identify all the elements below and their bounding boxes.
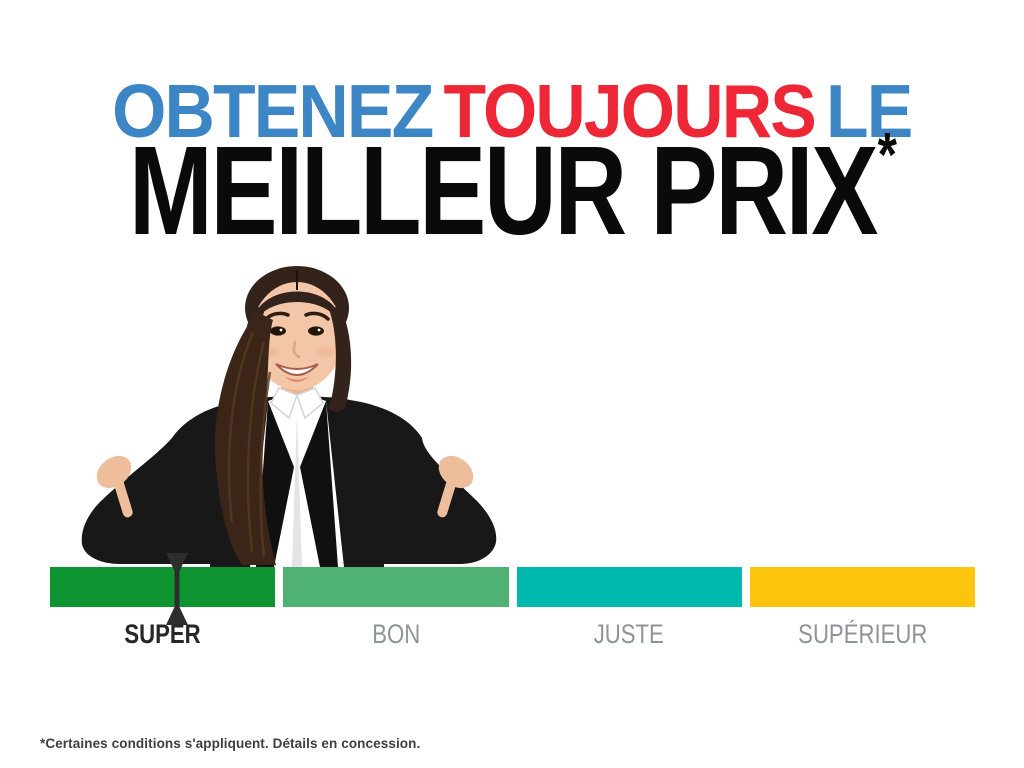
scale-segment-bon — [283, 567, 509, 607]
headline-line2: MEILLEUR PRIX* — [0, 121, 1024, 254]
headline-line1: OBTENEZ TOUJOURS LE — [0, 74, 1024, 149]
nose — [292, 340, 301, 359]
scale-segment-juste — [516, 567, 742, 607]
scale-label-super: SUPER — [124, 619, 201, 649]
collar-left — [270, 387, 298, 420]
presenter-image — [81, 266, 497, 567]
finger-left — [113, 476, 133, 518]
headline-word-le: LE — [826, 69, 913, 153]
eyebrow-right — [304, 311, 330, 321]
scale-label-bon: BON — [371, 619, 420, 649]
eye-left — [270, 326, 286, 336]
hairline — [251, 291, 343, 332]
scale-segment-superieur — [749, 567, 975, 607]
scale-label-juste: JUSTE — [594, 619, 665, 649]
footnote-asterisk: * — [877, 121, 897, 190]
eye-right — [308, 326, 324, 336]
price-scale-labels: SUPER BON JUSTE SUPÉRIEUR — [50, 619, 975, 650]
price-scale-bar — [50, 567, 975, 607]
ponytail-strands — [227, 331, 272, 558]
headline-word-obtenez: OBTENEZ — [112, 69, 434, 153]
disclaimer-text: *Certaines conditions s'appliquent. Déta… — [40, 736, 421, 751]
smile — [275, 363, 319, 376]
collar-right — [296, 387, 324, 420]
blush-right — [316, 347, 334, 357]
finger-right — [437, 476, 457, 518]
eye-glint-right — [317, 328, 321, 332]
headline-main-text: MEILLEUR PRIX — [128, 120, 879, 261]
hair-side-right — [329, 304, 352, 412]
shirt-shadow — [292, 412, 302, 567]
lower-lip — [284, 376, 310, 382]
scale-label-superieur: SUPÉRIEUR — [797, 619, 927, 649]
lapel-right — [300, 401, 338, 567]
scale-marker-icon — [166, 553, 188, 625]
face — [251, 282, 343, 390]
eye-glint-left — [279, 328, 283, 332]
scale-segment-super — [50, 567, 276, 607]
headline-word-toujours: TOUJOURS — [443, 69, 817, 153]
